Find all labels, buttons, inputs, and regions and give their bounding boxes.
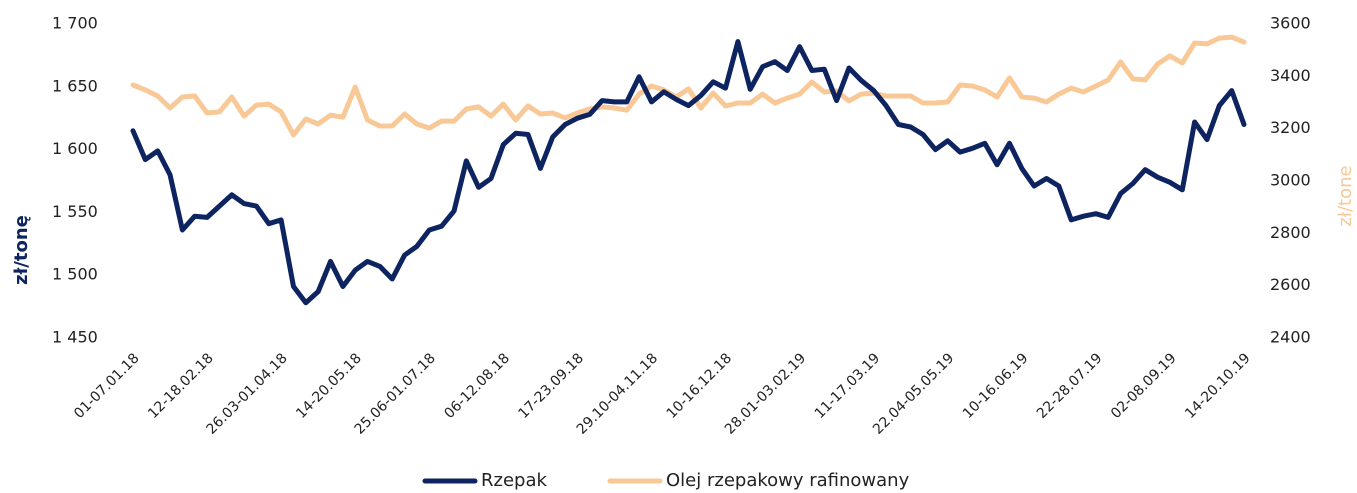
x-tick-label: 11-17.03.19: [812, 350, 884, 422]
x-tick-label: 22-28.07.19: [1034, 350, 1106, 422]
x-tick-label: 12-18.02.18: [145, 350, 217, 422]
x-tick-label: 10-16.12.18: [664, 350, 736, 422]
series-line: [130, 39, 1247, 306]
x-tick-label: 02-08.09.19: [1108, 350, 1180, 422]
x-tick-label: 06-12.08.18: [441, 350, 513, 422]
y2-tick-label: 3600: [1270, 14, 1311, 33]
y2-tick-label: 2400: [1270, 328, 1311, 347]
x-tick-label: 28.01-03.02.19: [722, 350, 809, 437]
x-tick-label: 26.03-01.04.18: [203, 350, 290, 437]
series-line: [130, 34, 1247, 138]
x-tick-label: 14-20.05.18: [293, 350, 365, 422]
y-tick-label: 1 600: [52, 139, 98, 158]
x-tick-label: 25.06-01.07.18: [352, 350, 439, 437]
x-tick-label: 01-07.01.18: [71, 350, 143, 422]
y2-tick-label: 2800: [1270, 223, 1311, 242]
y-tick-label: 1 500: [52, 265, 98, 284]
x-tick-label: 17-23.09.18: [515, 350, 587, 422]
legend-label: Olej rzepakowy rafinowany: [666, 470, 910, 491]
y2-tick-label: 3000: [1270, 171, 1311, 190]
y2-tick-label: 3200: [1270, 118, 1311, 137]
y-tick-label: 1 550: [52, 202, 98, 221]
y2-tick-label: 3400: [1270, 66, 1311, 85]
y-tick-label: 1 450: [52, 328, 98, 347]
y2-tick-label: 2600: [1270, 275, 1311, 294]
legend-label: Rzepak: [481, 470, 547, 491]
x-tick-label: 29.10-04.11.18: [574, 350, 661, 437]
y-tick-label: 1 700: [52, 14, 98, 33]
x-tick-label: 14-20.10.19: [1182, 350, 1254, 422]
y-axis-label: zł/tonę: [11, 215, 32, 285]
x-tick-label: 10-16.06.19: [960, 350, 1032, 422]
y2-axis-label: zł/tone: [1335, 165, 1356, 226]
x-tick-label: 22.04-05.05.19: [870, 350, 957, 437]
y-tick-label: 1 650: [52, 76, 98, 95]
